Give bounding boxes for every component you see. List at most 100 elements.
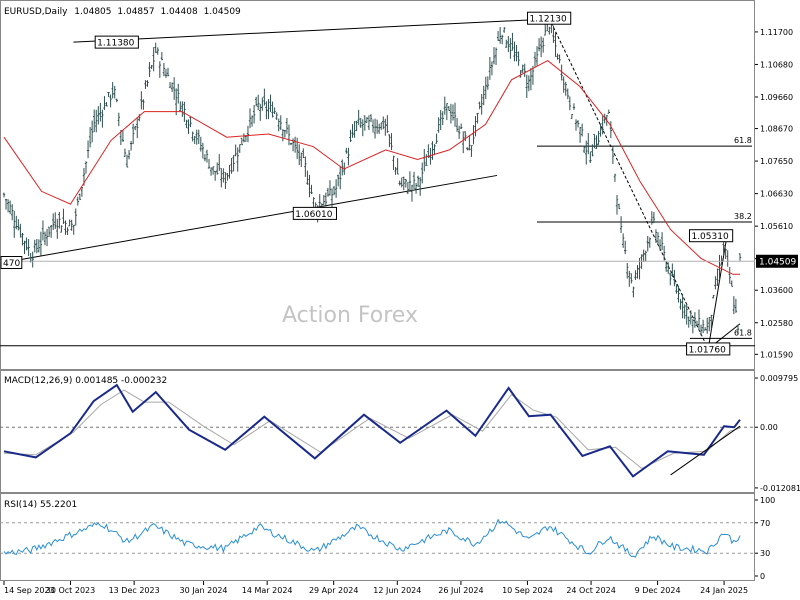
price-bar [578,127,582,143]
price-bar [593,133,596,149]
price-bar [613,173,617,182]
price-bar [322,194,326,206]
price-bar [464,131,467,142]
price-bar [123,148,127,157]
price-bar [160,52,164,61]
price-bar [103,96,106,110]
price-bar [507,35,510,53]
time-tick-label: 10 Sep 2024 [502,586,553,595]
price-bar [558,54,561,64]
price-bar [455,117,459,132]
price-bar [13,210,16,238]
price-bar [697,309,701,331]
upper-channel-line [73,17,566,43]
price-bar [49,224,53,238]
price-bar [459,123,463,130]
price-bar [252,105,256,124]
price-label-text: 1.06010 [295,210,332,220]
rsi-label: RSI(14) 55.2201 [4,500,77,510]
price-bar [129,140,133,151]
price-bar [31,251,34,268]
price-bar [125,154,129,168]
price-bar [306,170,309,185]
price-bar [4,198,8,210]
ohlc-low: 1.04408 [160,7,197,17]
price-bar [710,314,713,330]
price-bar [656,232,660,245]
price-bar [560,64,563,81]
price-bar [183,101,186,122]
price-bar [175,88,178,116]
price-label-3: 1.05310 [688,229,734,243]
price-bar [347,147,350,166]
price-bar [566,88,569,100]
price-bar [423,148,426,172]
price-bar [267,99,270,120]
price-bar [564,81,567,96]
price-bar [172,77,176,100]
price-bar [609,121,613,139]
price-bar [74,208,77,226]
price-bar [728,267,731,284]
price-bar [218,154,221,171]
price-bar [552,25,555,43]
price-bar [326,187,330,197]
rsi-tick-label: 0 [760,572,765,581]
price-bar [43,231,47,246]
price-bar [574,119,578,131]
price-bar [505,39,508,48]
price-bar [62,208,65,224]
price-bar [589,151,592,164]
price-bar [105,102,108,107]
price-bar [287,124,291,146]
price-bar [187,119,190,134]
price-label-text: 1.11380 [97,39,134,49]
rsi-axis: 100 70 30 0 [755,496,775,581]
macd-tick-label: 0.00 [760,423,778,432]
price-bar [525,74,528,98]
price-bar [189,116,192,128]
price-bar [142,99,145,110]
time-tick-label: 24 Jan 2025 [700,586,748,595]
price-bar [111,82,114,99]
price-bar [580,123,584,137]
price-bar [677,286,680,303]
price-bar [585,140,588,165]
price-bar [474,116,477,137]
rsi-tick-label: 100 [760,496,775,505]
price-bar [222,168,225,183]
price-bar [238,144,241,153]
price-bar [70,219,73,231]
price-bar [140,91,143,110]
price-bar [95,109,98,133]
price-bar [37,239,41,253]
price-bar [261,97,264,111]
price-bar [41,220,45,241]
price-bar [662,245,666,261]
price-bar [304,156,307,177]
price-bar [402,176,405,191]
price-bar [648,237,651,248]
price-bar [226,172,229,181]
price-bar [185,119,188,129]
price-bar [675,284,678,294]
price-bar [2,192,6,198]
price-bar [150,64,153,69]
price-bar [281,129,285,142]
price-bar [216,162,219,175]
price-bar [400,177,403,188]
price-bar [45,228,49,247]
price-bar [658,239,662,251]
price-bar [181,101,184,117]
price-label-box [292,206,337,220]
last-price-tag: 1.04509 [756,254,798,268]
price-bar [375,119,379,134]
price-label-box [686,342,731,356]
price-bar [269,94,272,113]
price-bar [416,175,420,188]
price-bar [418,177,422,196]
price-bar [724,248,727,259]
price-bar [349,129,352,143]
price-tick-label: 1.01590 [760,350,793,359]
